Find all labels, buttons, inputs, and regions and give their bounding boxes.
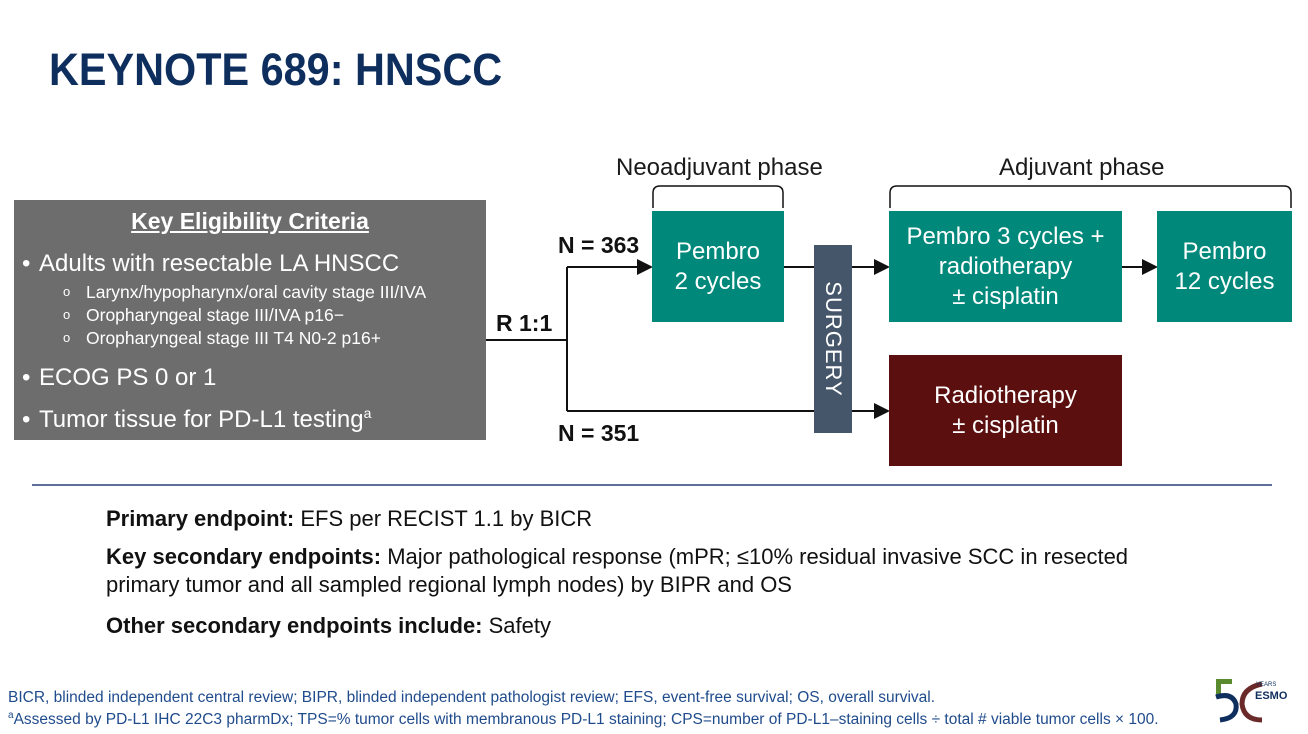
footnote-marker: a: [363, 405, 372, 421]
secondary-endpoints-text: Major pathological response (mPR; ≤10% r…: [381, 544, 1129, 569]
logo-years-text: YEARS: [1256, 682, 1276, 688]
box-line: radiotherapy: [938, 252, 1073, 280]
eligibility-criteria-box: Key Eligibility Criteria • Adults with re…: [14, 200, 486, 440]
pembro-radiotherapy-box: Pembro 3 cycles + radiotherapy ± cisplat…: [889, 211, 1122, 322]
criteria-item-tissue: • Tumor tissue for PD-L1 testinga: [22, 405, 371, 434]
randomization-label: R 1:1: [496, 310, 553, 336]
primary-endpoint-label: Primary endpoint:: [106, 506, 295, 531]
secondary-endpoints: Key secondary endpoints: Major pathologi…: [106, 543, 1256, 599]
bullet: •: [22, 364, 31, 391]
upper-arm-n: N = 363: [558, 232, 640, 258]
adjuvant-bracket: [889, 185, 1292, 208]
box-line: ± cisplatin: [952, 282, 1059, 310]
footnote-pdl1-text: Assessed by PD-L1 IHC 22C3 pharmDx; TPS=…: [13, 711, 1159, 729]
criteria-item-text: Adults with resectable LA HNSCC: [39, 250, 400, 277]
lower-arm-n: N = 351: [558, 420, 640, 446]
surgery-box: SURGERY: [814, 245, 852, 433]
footnote-pdl1: aAssessed by PD-L1 IHC 22C3 pharmDx; TPS…: [8, 710, 1159, 729]
box-line: 12 cycles: [1174, 267, 1275, 295]
criteria-subitem-text: Oropharyngeal stage III T4 N0-2 p16+: [86, 328, 381, 348]
box-line: Pembro: [675, 237, 761, 265]
criteria-subitem: o Larynx/hypopharynx/oral cavity stage II…: [63, 282, 426, 303]
neoadjuvant-phase-label: Neoadjuvant phase: [616, 154, 823, 181]
secondary-endpoints-text-cont: primary tumor and all sampled regional l…: [106, 572, 792, 597]
criteria-item-text: ECOG PS 0 or 1: [39, 364, 217, 391]
box-line: Pembro: [1182, 237, 1267, 265]
box-line: 2 cycles: [674, 267, 762, 295]
other-endpoints: Other secondary endpoints include: Safet…: [106, 612, 551, 640]
criteria-subitem-text: Larynx/hypopharynx/oral cavity stage III…: [86, 282, 427, 302]
criteria-item-text: Tumor tissue for PD-L1 testing: [39, 406, 364, 433]
sub-bullet: o: [63, 330, 71, 345]
footnote-marker: a: [8, 710, 14, 721]
criteria-heading: Key Eligibility Criteria: [131, 208, 369, 234]
box-line: Radiotherapy: [934, 381, 1077, 409]
criteria-subitem: o Oropharyngeal stage III/IVA p16−: [63, 305, 344, 326]
bullet: •: [22, 406, 31, 433]
primary-endpoint-text: EFS per RECIST 1.1 by BICR: [294, 506, 593, 531]
box-line: ± cisplatin: [952, 411, 1059, 439]
adjuvant-phase-label: Adjuvant phase: [999, 154, 1165, 181]
surgery-label: SURGERY: [821, 281, 846, 397]
primary-endpoint: Primary endpoint: EFS per RECIST 1.1 by …: [106, 505, 592, 533]
radiotherapy-control-box: Radiotherapy ± cisplatin: [889, 355, 1122, 466]
criteria-item-ecog: • ECOG PS 0 or 1: [22, 364, 216, 392]
sub-bullet: o: [63, 284, 71, 299]
logo-esmo-text: ESMO: [1255, 690, 1288, 702]
secondary-endpoints-label: Key secondary endpoints:: [106, 544, 382, 569]
bullet: •: [22, 250, 31, 277]
criteria-item-adults: • Adults with resectable LA HNSCC: [22, 250, 399, 278]
neoadjuvant-bracket: [652, 185, 784, 208]
criteria-subitem: o Oropharyngeal stage III T4 N0-2 p16+: [63, 328, 381, 349]
criteria-subitem-text: Oropharyngeal stage III/IVA p16−: [86, 305, 344, 325]
footnote-abbreviations: BICR, blinded independent central review…: [8, 689, 936, 706]
slide-title: KEYNOTE 689: HNSCC: [49, 44, 503, 95]
box-line: Pembro 3 cycles +: [906, 222, 1105, 250]
esmo-50-years-logo: YEARS ESMO: [1158, 666, 1308, 734]
other-endpoints-label: Other secondary endpoints include:: [106, 613, 483, 638]
other-endpoints-text: Safety: [482, 613, 551, 638]
pembro-maintenance-box: Pembro 12 cycles: [1157, 211, 1292, 322]
pembro-neoadjuvant-box: Pembro 2 cycles: [652, 211, 784, 322]
sub-bullet: o: [63, 307, 71, 322]
